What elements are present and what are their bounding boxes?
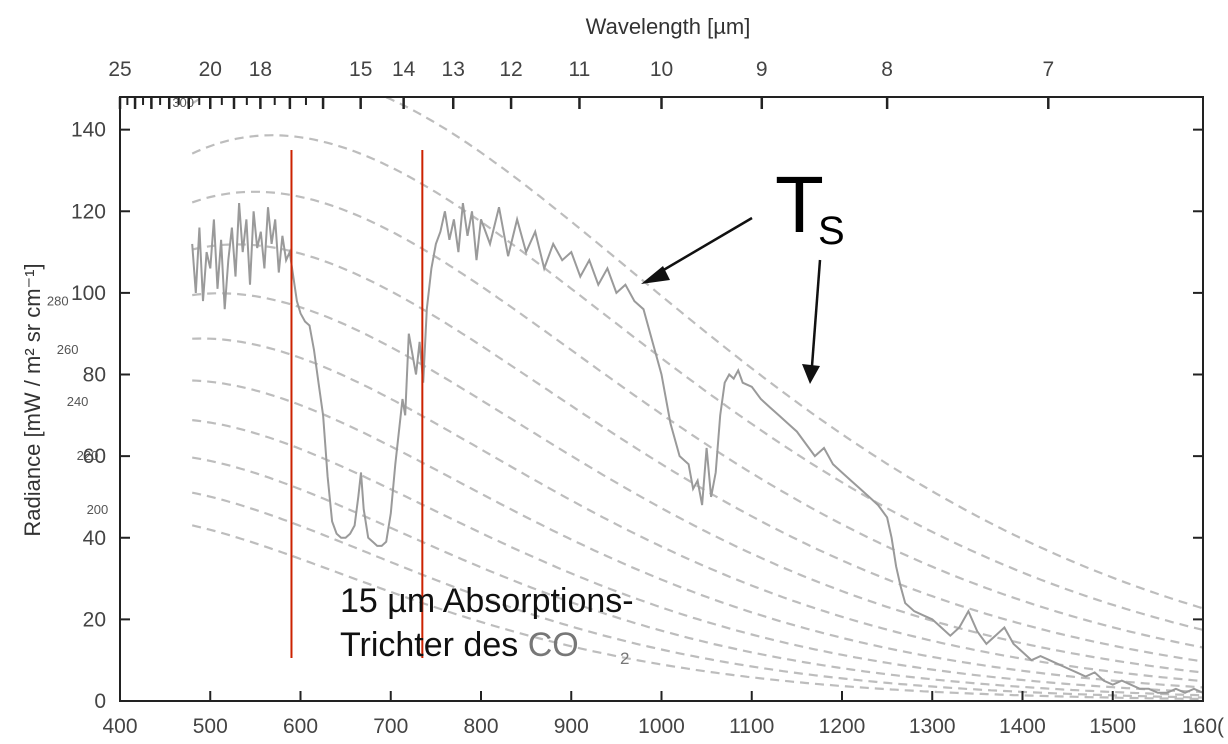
top-tick-label: 11 <box>569 58 591 81</box>
x-tick-label: 600 <box>283 715 318 738</box>
x-tick-label: 160( <box>1182 715 1224 738</box>
measured-spectrum-line <box>191 202 1204 694</box>
co2-marker-lines <box>290 150 424 658</box>
planck-curve-210 <box>191 491 1203 699</box>
top-tick-label: 15 <box>349 58 372 81</box>
y-tick-label: 20 <box>83 608 106 631</box>
planck-curve-260 <box>192 292 1204 674</box>
ts-arrow-down-head <box>802 364 820 384</box>
x-tick-label: 400 <box>102 715 137 738</box>
x-tick-label: 900 <box>554 715 589 738</box>
co2-annotation: 15 µm Absorptions- Trichter des CO 2 <box>340 582 634 668</box>
y-axis-title: Radiance [mW / m² sr cm⁻¹] <box>20 263 45 536</box>
spectrum-layer <box>191 202 1204 694</box>
x-tick-label: 800 <box>463 715 498 738</box>
x-tick-label: 1200 <box>819 715 866 738</box>
ts-arrow-down-shaft <box>810 259 822 367</box>
planck-curve-230 <box>192 419 1204 694</box>
top-tick-label: 25 <box>108 58 131 81</box>
y-tick-label: 140 <box>71 119 106 142</box>
top-tick-label: 10 <box>650 58 673 81</box>
planck-curve-300 <box>191 96 1204 610</box>
planck-label-240: 240 <box>67 394 89 409</box>
x-tick-label: 700 <box>373 715 408 738</box>
planck-label-200: 200 <box>87 502 109 517</box>
x-tick-label: 1500 <box>1089 715 1136 738</box>
top-tick-label: 18 <box>249 58 272 81</box>
planck-curve-200 <box>191 524 1204 701</box>
planck-curve-280 <box>191 190 1204 649</box>
ts-annotation: T S <box>641 160 845 384</box>
co2-subscript: 2 <box>620 649 629 668</box>
x-tick-label: 1000 <box>638 715 685 738</box>
y-tick-label: 40 <box>83 527 106 550</box>
x-tick-label: 1300 <box>909 715 956 738</box>
y-tick-label: 100 <box>71 282 106 305</box>
ts-arrow-left-head <box>641 266 670 284</box>
ts-subscript: S <box>818 209 845 253</box>
y-tick-label: 120 <box>71 200 106 223</box>
ts-label: T <box>775 160 824 249</box>
top-tick-label: 20 <box>199 58 222 81</box>
top-tick-label: 12 <box>499 58 522 81</box>
y-tick-label: 60 <box>83 445 106 468</box>
planck-curve-250 <box>192 337 1204 683</box>
top-tick-label: 13 <box>442 58 465 81</box>
planck-label-260: 260 <box>57 342 79 357</box>
x-tick-label: 1400 <box>999 715 1046 738</box>
top-tick-label: 14 <box>392 58 416 81</box>
ts-arrow-left-shaft <box>654 216 753 277</box>
y-tick-label: 0 <box>94 690 106 713</box>
planck-curve-290 <box>191 134 1204 631</box>
x-tick-label: 500 <box>193 715 228 738</box>
annotation-line-2: Trichter des CO <box>340 626 579 664</box>
axes: 400 500 600 700 800 900 1000 1100 1200 1300 1400 15… <box>71 58 1224 738</box>
top-tick-label: 9 <box>756 58 768 81</box>
planck-label-220: 220 <box>77 448 99 463</box>
planck-label-280: 280 <box>47 293 69 308</box>
top-axis-title: Wavelength [µm] <box>586 14 751 39</box>
co2-formula: CO <box>528 626 579 664</box>
annotation-line-2-text: Trichter des <box>340 626 528 664</box>
top-tick-label: 8 <box>881 58 893 81</box>
annotation-line-1: 15 µm Absorptions- <box>340 582 634 620</box>
top-tick-label: 7 <box>1042 58 1054 81</box>
x-tick-label: 1100 <box>729 715 774 738</box>
y-tick-label: 80 <box>83 364 106 387</box>
